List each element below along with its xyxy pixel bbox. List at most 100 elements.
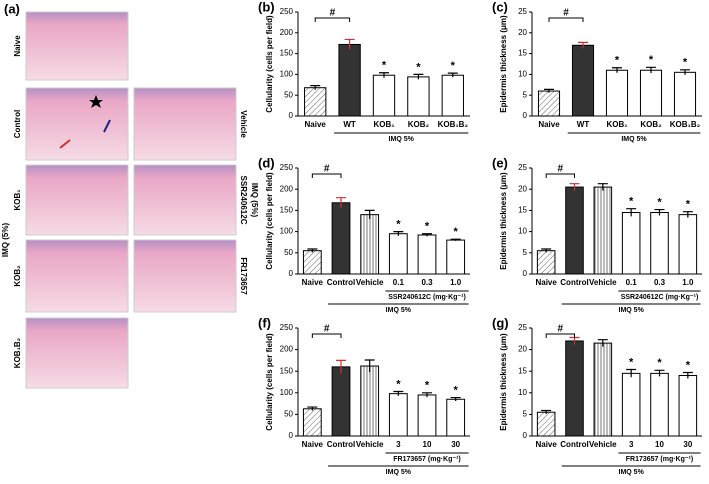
y-tick-label: 15 <box>518 206 527 215</box>
y-tick-label: 0 <box>523 431 528 440</box>
error-bar <box>336 359 346 374</box>
x-tick-label: 3 <box>396 440 401 449</box>
x-tick-label: Naive <box>302 440 324 449</box>
hash-mark: # <box>324 324 330 335</box>
y-tick-label: 250 <box>280 323 294 332</box>
bar <box>338 43 361 117</box>
histology-images <box>25 11 237 389</box>
right-label: Vehicle <box>239 110 248 138</box>
y-tick-label: 0 <box>523 269 528 278</box>
hash-mark: # <box>324 164 330 175</box>
group-label: IMQ (5%) <box>1 223 10 258</box>
hash-mark: # <box>563 8 569 19</box>
group-label: IMQ 5% <box>621 136 647 143</box>
x-tick-label: 1.0 <box>450 278 462 287</box>
arrow <box>59 139 71 149</box>
y-tick-label: 0 <box>289 431 294 440</box>
y-tick-label: 0 <box>523 111 528 120</box>
error-bar <box>422 392 432 398</box>
significance-star: * <box>382 60 387 72</box>
panel-label: (e) <box>492 155 508 170</box>
x-tick-label: Control <box>327 278 355 287</box>
error-bar <box>413 73 424 80</box>
y-tick-label: 25 <box>518 163 527 172</box>
y-tick-label: 10 <box>518 388 527 397</box>
y-axis-label: Epidermis thickness (μm) <box>499 333 508 431</box>
error-bar <box>569 183 580 191</box>
bar <box>407 76 430 117</box>
y-axis-label: Cellularity (cells per field) <box>265 15 274 113</box>
y-tick-label: 250 <box>280 7 294 16</box>
bar <box>639 69 663 117</box>
error-bar <box>364 359 375 373</box>
x-tick-label: KOB₂ <box>408 120 430 129</box>
x-tick-label: 0.1 <box>393 278 405 287</box>
bar <box>593 186 613 275</box>
error-bar <box>597 183 608 191</box>
x-tick-label: Naive <box>535 440 557 449</box>
significance-star: * <box>615 55 620 67</box>
y-tick-label: 15 <box>518 49 527 58</box>
error-bar <box>393 390 404 396</box>
significance-star: * <box>425 380 430 392</box>
y-tick-label: 25 <box>518 323 527 332</box>
error-bar <box>626 208 637 217</box>
image <box>133 164 237 236</box>
bar <box>441 74 464 117</box>
significance-star: * <box>396 378 401 390</box>
y-tick-label: 0 <box>289 111 294 120</box>
error-bar <box>654 208 665 216</box>
y-tick-label: 5 <box>523 248 528 257</box>
y-axis-label: Cellularity (cells per field) <box>265 333 274 431</box>
bar <box>302 408 322 437</box>
image <box>133 239 237 313</box>
y-tick-label: 20 <box>518 184 527 193</box>
bar <box>536 411 556 437</box>
y-tick-label: 5 <box>523 90 528 99</box>
y-tick-label: 150 <box>280 49 294 58</box>
bar <box>565 186 584 275</box>
bar <box>621 372 641 437</box>
x-tick-label: Naive <box>305 120 327 129</box>
y-tick-label: 100 <box>280 227 294 236</box>
group-label: SSR240612C (mg·Kg⁻¹) <box>388 294 466 301</box>
hash-mark: # <box>558 324 564 335</box>
x-tick-label: 1.0 <box>682 278 694 287</box>
y-tick-label: 50 <box>284 90 293 99</box>
image <box>25 317 129 389</box>
group-label: IMQ 5% <box>619 469 645 476</box>
bar <box>372 74 396 117</box>
x-tick-label: KOB₂ <box>640 120 662 129</box>
hash-bracket <box>548 17 584 22</box>
x-tick-label: 3 <box>629 440 634 449</box>
row-label: Naive <box>13 35 22 57</box>
significance-star: * <box>425 221 430 233</box>
x-tick-label: Vehicle <box>589 440 617 449</box>
y-tick-label: 20 <box>518 28 527 37</box>
bar <box>673 71 697 117</box>
significance-star: * <box>649 54 654 66</box>
error-bar <box>344 38 355 50</box>
error-bar <box>422 233 432 237</box>
y-tick-label: 150 <box>280 366 294 375</box>
y-tick-label: 10 <box>518 227 527 236</box>
panel-label: (f) <box>258 315 271 330</box>
row-label: KOB₂ <box>13 265 22 287</box>
x-tick-label: 0.1 <box>626 278 638 287</box>
x-tick-label: Control <box>560 440 588 449</box>
panel-label: (b) <box>258 0 275 14</box>
bar <box>446 239 466 275</box>
x-tick-label: 30 <box>683 440 692 449</box>
significance-star: * <box>454 226 459 238</box>
x-tick-label: Control <box>560 278 588 287</box>
group-label: FR173657 (mg·Kg⁻¹) <box>626 456 693 463</box>
bar <box>331 366 351 437</box>
significance-star: * <box>629 356 634 368</box>
error-bar <box>379 72 389 78</box>
image <box>133 87 237 161</box>
panel-label: (a) <box>4 1 20 16</box>
significance-star: * <box>451 60 456 72</box>
error-bar <box>597 339 608 347</box>
bar <box>650 212 669 275</box>
